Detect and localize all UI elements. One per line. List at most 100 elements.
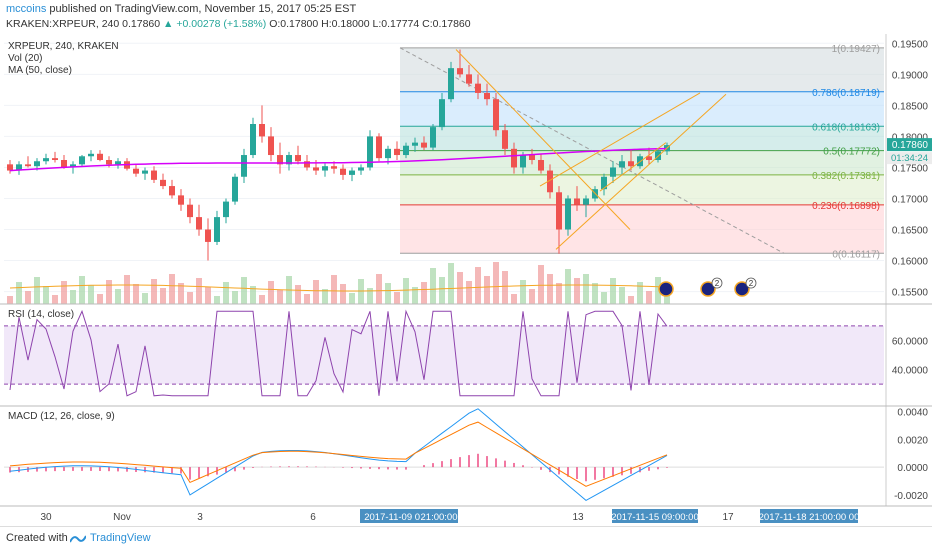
- event-badge: [711, 277, 723, 289]
- volume-bar: [628, 296, 634, 304]
- trend-line: [455, 49, 631, 230]
- volume-bar: [88, 285, 94, 304]
- rsi-tick-label: 60.0000: [892, 336, 929, 347]
- volume-bar: [52, 295, 58, 304]
- event-badge-count: 2: [715, 279, 720, 288]
- volume-bar: [232, 291, 238, 304]
- candle-body: [295, 155, 301, 162]
- countdown-tag-label: 01:34:24: [891, 153, 928, 164]
- event-icon: [734, 281, 750, 297]
- volume-bar: [115, 289, 121, 304]
- macd-tick-label: 0.0040: [897, 408, 928, 419]
- time-tick-label: 6: [310, 512, 316, 523]
- volume-bar: [601, 292, 607, 304]
- volume-bar: [394, 292, 400, 304]
- volume-bar: [412, 287, 418, 304]
- ohlc-line: KRAKEN:XRPEUR, 240 0.17860 ▲ +0.00278 (+…: [6, 18, 471, 30]
- candle-body: [439, 99, 445, 128]
- volume-bar: [106, 280, 112, 304]
- volume-bar: [484, 276, 490, 304]
- volume-bar: [403, 278, 409, 304]
- tradingview-brand[interactable]: TradingView: [90, 532, 151, 544]
- last-price-tag: [887, 138, 932, 152]
- candle-body: [502, 130, 508, 149]
- volume-bar: [187, 292, 193, 304]
- price-tick-label: 0.19000: [892, 70, 929, 81]
- candle-body: [52, 158, 58, 160]
- candle-body: [313, 167, 319, 171]
- candle-body: [331, 166, 337, 169]
- volume-bar: [565, 269, 571, 304]
- candle-body: [358, 167, 364, 171]
- volume-bar: [439, 277, 445, 304]
- candle-body: [160, 179, 166, 187]
- legend-symbol: XRPEUR, 240, KRAKEN: [8, 41, 119, 52]
- candle-body: [547, 170, 553, 193]
- volume-bar: [295, 285, 301, 304]
- trend-line: [599, 142, 667, 192]
- volume-bar: [61, 281, 67, 304]
- volume-bar: [277, 290, 283, 304]
- volume-bar: [448, 263, 454, 304]
- candle-body: [286, 155, 292, 165]
- volume-bar: [646, 291, 652, 304]
- candle-body: [61, 160, 67, 168]
- candle-body: [268, 136, 274, 156]
- author-link[interactable]: mccoins: [6, 3, 47, 15]
- candle-body: [88, 153, 94, 157]
- symbol-label: KRAKEN:XRPEUR, 240: [6, 18, 120, 30]
- volume-bar: [466, 281, 472, 304]
- trend-line: [539, 92, 701, 187]
- chart-canvas[interactable]: 1(0.19427) 0.786(0.18719) 0.618(0.18163) 0.…: [0, 34, 932, 526]
- volume-bar: [574, 278, 580, 304]
- candle-body: [367, 136, 373, 168]
- candle-body: [511, 148, 517, 168]
- volume-bar: [655, 277, 661, 304]
- time-highlight-tag: [760, 509, 858, 523]
- volume-bar: [421, 282, 427, 304]
- ohlc-values: O:0.17800 H:0.18000 L:0.17774 C:0.17860: [269, 18, 471, 30]
- trend-line: [555, 93, 727, 250]
- candle-body: [70, 164, 76, 168]
- candle-body: [277, 155, 283, 165]
- fib-level-label: 1(0.19427): [832, 44, 880, 55]
- volume-bar: [331, 275, 337, 304]
- candle-body: [34, 161, 40, 167]
- candle-body: [349, 170, 355, 175]
- candle-body: [412, 142, 418, 146]
- candle-body: [376, 136, 382, 159]
- candle-body: [232, 176, 238, 202]
- event-icon: [700, 281, 716, 297]
- tradingview-logo-icon: [70, 535, 86, 543]
- legend-volume: Vol (20): [8, 53, 42, 64]
- candle-body: [520, 155, 526, 168]
- price-tick-label: 0.17500: [892, 163, 929, 174]
- volume-bar: [16, 282, 22, 304]
- volume-bar: [70, 290, 76, 304]
- rsi-band: [4, 325, 884, 385]
- volume-ma-line: [9, 284, 668, 292]
- publish-line: mccoins published on TradingView.com, No…: [6, 3, 356, 15]
- up-arrow-icon: ▲: [163, 18, 174, 30]
- candle-body: [448, 68, 454, 100]
- time-highlight-tag: [420, 509, 458, 523]
- candle-body: [493, 99, 499, 131]
- volume-bar: [259, 295, 265, 304]
- time-tick-label: Nov: [113, 512, 131, 523]
- candle-body: [430, 127, 436, 148]
- price-tick-label: 0.15500: [892, 288, 929, 299]
- volume-bar: [268, 281, 274, 304]
- change-value: +0.00278 (+1.58%): [176, 18, 267, 30]
- volume-bar: [304, 294, 310, 304]
- fib-zone: [400, 47, 884, 92]
- candle-body: [385, 148, 391, 159]
- created-with-text: Created with: [6, 532, 68, 544]
- volume-bar: [124, 275, 130, 304]
- published-text: published on TradingView.com, November 1…: [49, 3, 357, 15]
- price-tick-label: 0.16000: [892, 257, 929, 268]
- volume-bar: [223, 282, 229, 304]
- volume-bar: [313, 280, 319, 304]
- top-bar: mccoins published on TradingView.com, No…: [0, 0, 932, 34]
- candle-body: [241, 155, 247, 177]
- candle-body: [196, 217, 202, 230]
